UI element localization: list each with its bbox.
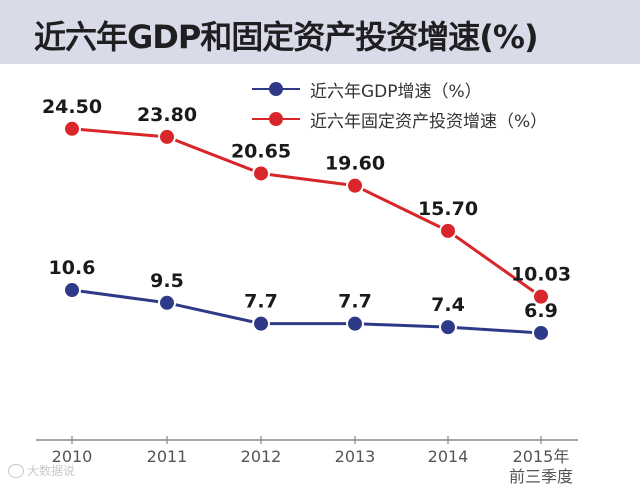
data-label-gdp: 7.7 (244, 291, 278, 313)
data-label-investment: 10.03 (511, 264, 571, 286)
series-line-investment (71, 127, 542, 298)
chart-title: 近六年GDP和固定资产投资增速(%) (34, 18, 539, 56)
x-tick-label: 2012 (241, 447, 282, 466)
legend-label-gdp: 近六年GDP增速（%） (310, 81, 482, 102)
data-label-investment: 24.50 (42, 96, 102, 118)
x-tick-label: 前三季度 (509, 467, 573, 486)
chart-legend: 近六年GDP增速（%） 近六年固定资产投资增速（%） (252, 74, 547, 134)
title-bar: 近六年GDP和固定资产投资增速(%) (0, 0, 640, 64)
data-label-gdp: 7.7 (338, 291, 372, 313)
data-point-investment (532, 287, 550, 306)
watermark: 大数据说 (8, 462, 75, 479)
legend-swatch-gdp (252, 82, 300, 96)
x-tick-label: 2014 (428, 447, 469, 466)
data-point-gdp (439, 318, 457, 337)
legend-swatch-investment (252, 112, 300, 126)
legend-label-investment: 近六年固定资产投资增速（%） (310, 111, 548, 132)
data-point-gdp (346, 314, 364, 333)
legend-item-investment: 近六年固定资产投资增速（%） (252, 104, 547, 134)
data-point-gdp (63, 281, 81, 300)
x-tick-label: 2013 (335, 447, 376, 466)
data-label-gdp: 7.4 (431, 294, 465, 316)
data-point-gdp (158, 293, 176, 312)
data-point-investment (439, 221, 457, 240)
data-point-investment (252, 164, 270, 183)
data-label-investment: 15.70 (418, 198, 478, 220)
data-point-investment (63, 119, 81, 138)
legend-item-gdp: 近六年GDP增速（%） (252, 74, 547, 104)
data-label-gdp: 6.9 (524, 300, 558, 322)
data-label-investment: 19.60 (325, 153, 385, 175)
data-label-gdp: 9.5 (150, 270, 184, 292)
data-label-gdp: 10.6 (49, 257, 96, 279)
x-tick-label: 2015年 (513, 447, 570, 466)
series-line-gdp (71, 288, 542, 335)
data-point-gdp (252, 314, 270, 333)
data-label-investment: 23.80 (137, 104, 197, 126)
data-label-investment: 20.65 (231, 140, 291, 162)
data-point-gdp (532, 323, 550, 342)
data-point-investment (158, 127, 176, 146)
x-tick-label: 2010 (52, 447, 93, 466)
weibo-icon (8, 463, 24, 478)
data-point-investment (346, 176, 364, 195)
watermark-text: 大数据说 (27, 464, 76, 478)
x-tick-label: 2011 (147, 447, 188, 466)
